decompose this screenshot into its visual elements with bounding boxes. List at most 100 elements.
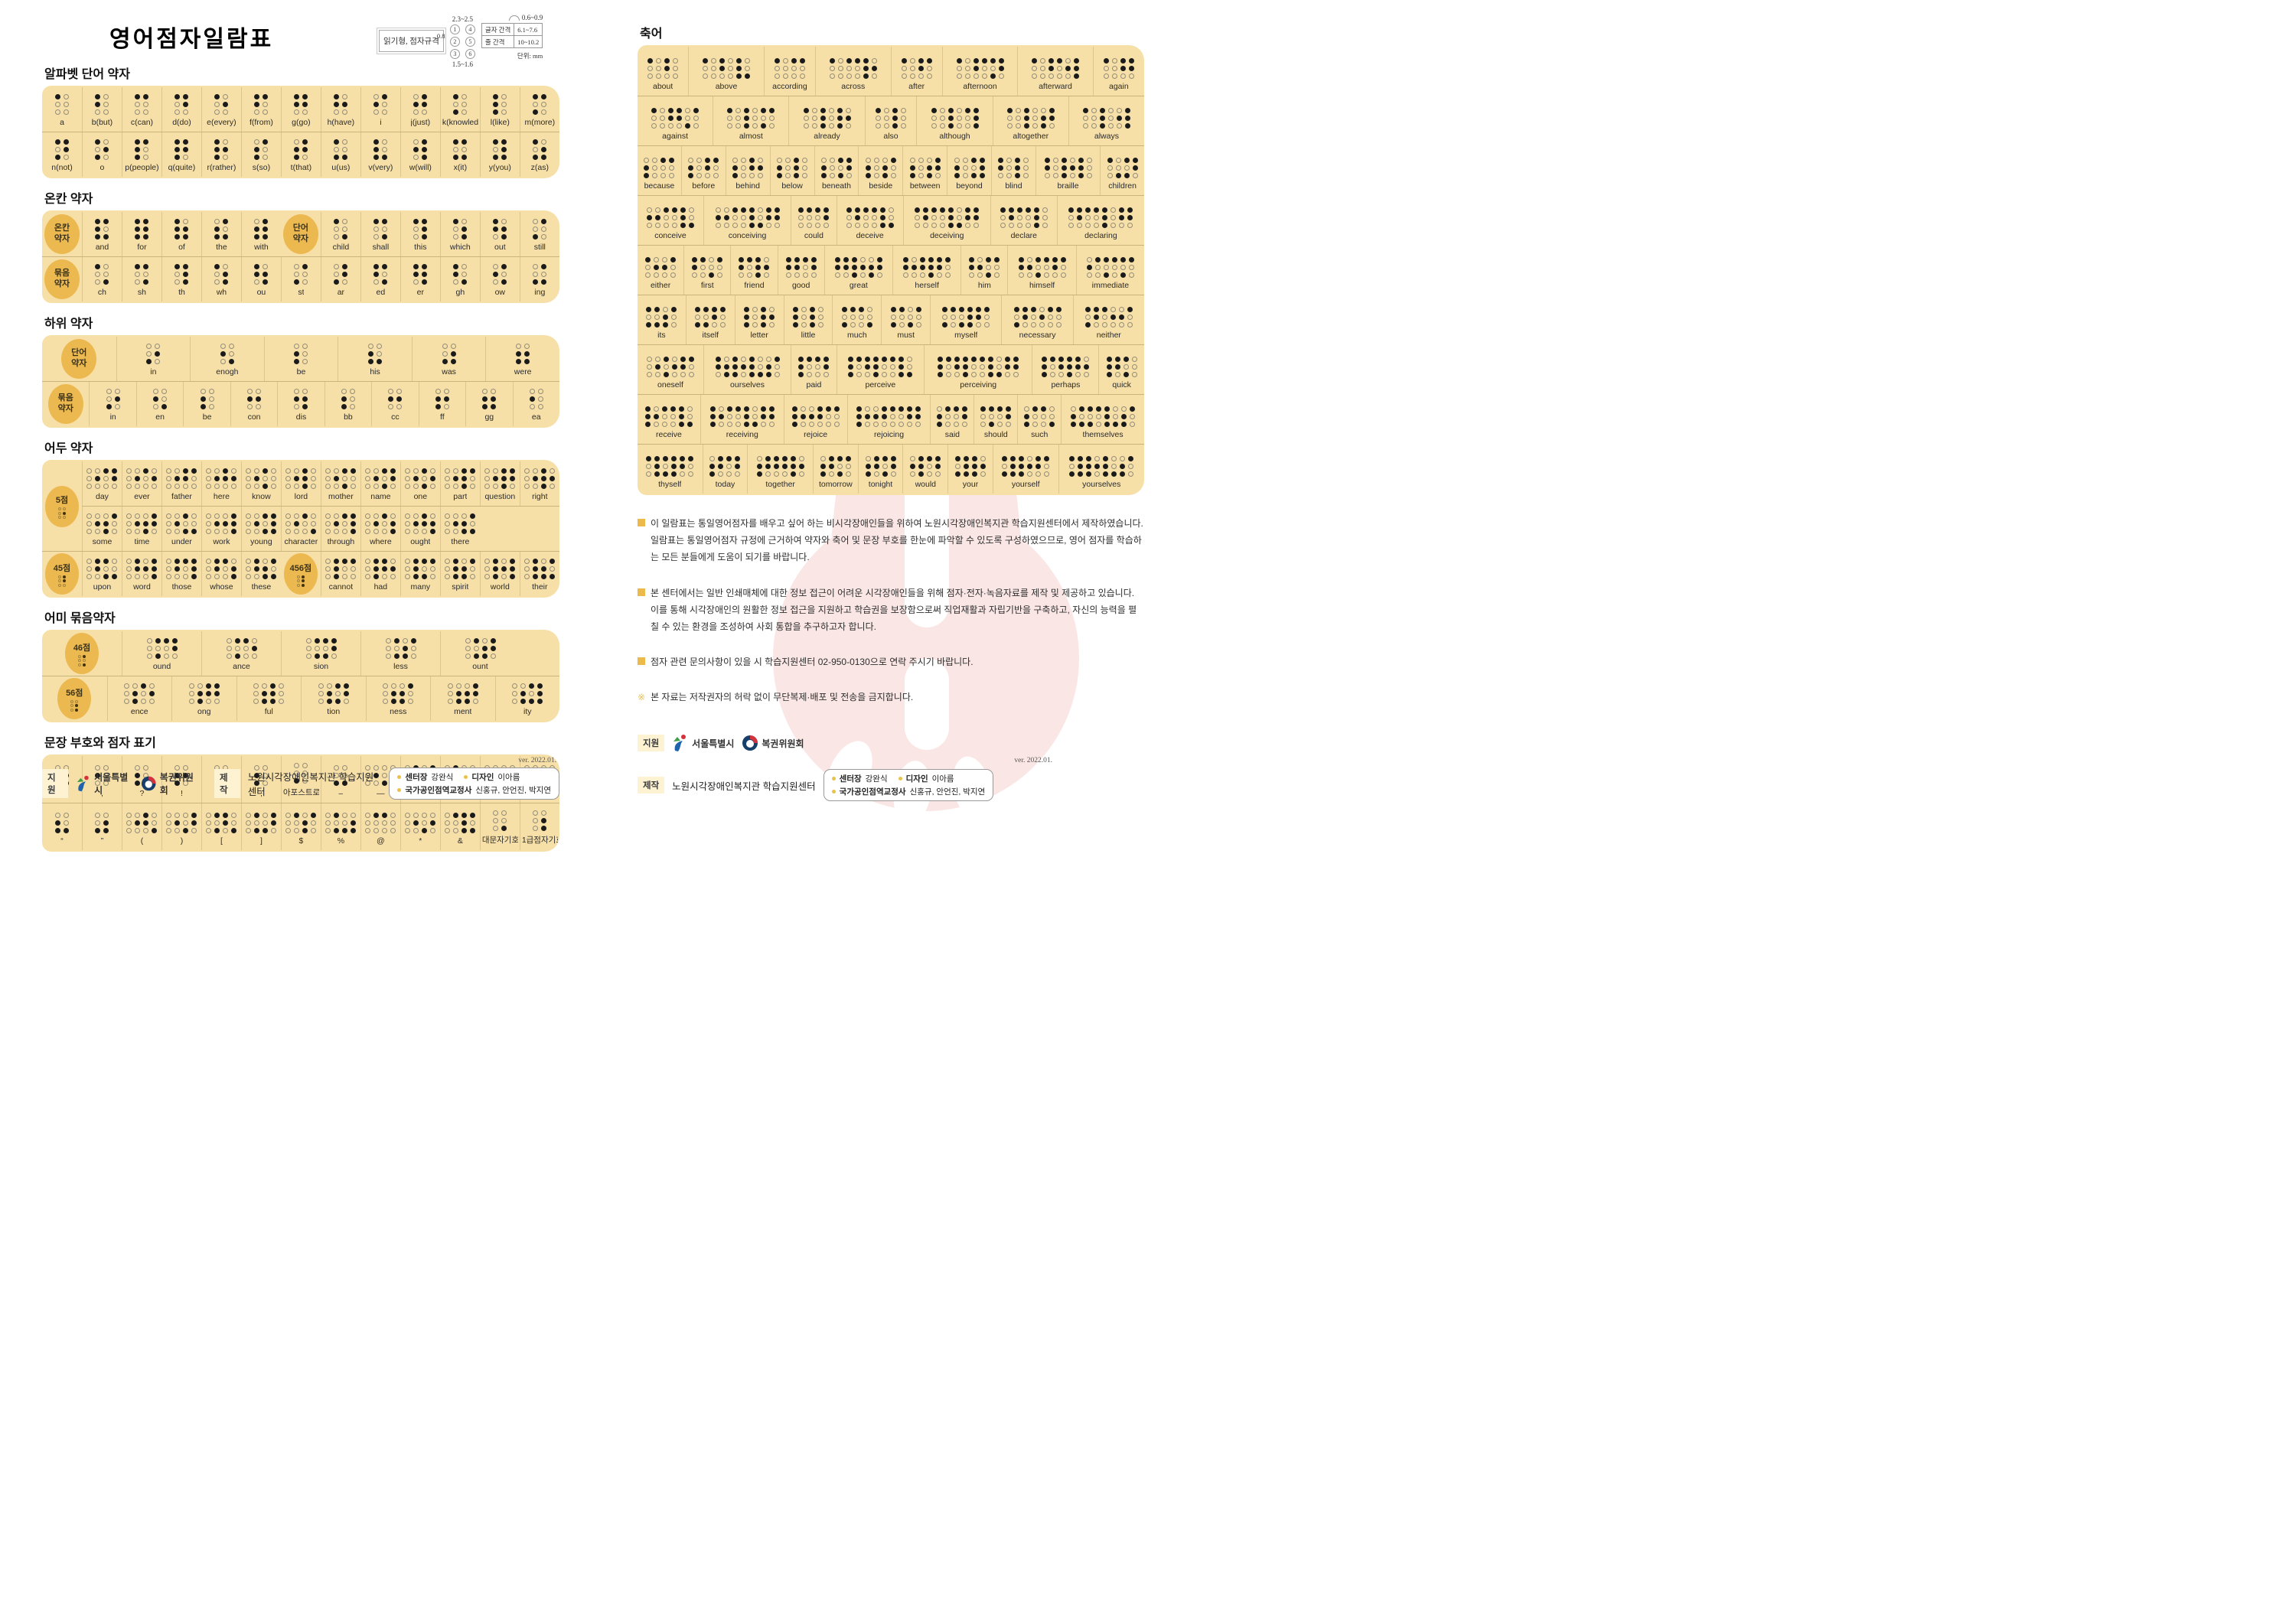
- braille-cell: [533, 139, 547, 160]
- braille-dot: [807, 364, 813, 370]
- entry-label: immediate: [1091, 281, 1130, 290]
- braille-entry: ea: [512, 382, 559, 426]
- braille-entry: afterward: [1017, 47, 1092, 96]
- braille-dot: [226, 646, 232, 651]
- braille-entry: o: [81, 132, 122, 177]
- braille-dot: [382, 234, 388, 240]
- braille-dot: [1058, 357, 1065, 362]
- braille-cell: [294, 264, 308, 285]
- section-group: “”()[]$%@*&대문자기호1급점자기호: [42, 803, 559, 850]
- braille-dot: [1049, 422, 1055, 427]
- braille-cells: [516, 344, 530, 364]
- braille-dot: [1107, 158, 1113, 163]
- braille-dot: [253, 683, 259, 689]
- entry-label: one: [413, 492, 428, 501]
- braille-dot: [1127, 215, 1133, 220]
- braille-dot: [794, 173, 800, 178]
- braille-dot: [302, 529, 308, 534]
- braille-dot: [931, 215, 938, 220]
- braille-cells: [744, 307, 775, 328]
- entry-label: conceive: [654, 231, 687, 240]
- braille-dot: [382, 820, 388, 826]
- braille-dot: [1086, 165, 1092, 171]
- braille-dot: [214, 683, 220, 689]
- braille-dot: [405, 813, 411, 818]
- braille-cell: [334, 264, 348, 285]
- braille-dot: [1042, 357, 1048, 362]
- braille-dot: [501, 476, 507, 481]
- group-rows: 묶음 약자 in en be con dis bb cc ff gg ea: [42, 382, 559, 426]
- braille-entry: t(that): [280, 132, 321, 177]
- braille-dot: [413, 219, 419, 224]
- braille-cell: [70, 699, 79, 712]
- entry-label: many: [410, 582, 431, 592]
- braille-dot: [846, 66, 852, 71]
- braille-dot: [848, 372, 854, 377]
- braille-entry: still: [519, 212, 559, 256]
- braille-dot: [114, 389, 120, 394]
- braille-dot: [998, 73, 1004, 79]
- braille-cell: [1082, 108, 1097, 129]
- braille-dot: [470, 529, 476, 534]
- braille-cell: [715, 357, 729, 377]
- braille-dot: [365, 781, 371, 786]
- braille-dot: [373, 94, 380, 99]
- braille-cell: [910, 456, 925, 477]
- braille-dot: [453, 219, 459, 224]
- braille-dot: [453, 109, 459, 115]
- braille-dot: [678, 414, 684, 419]
- entry-label: ): [180, 836, 184, 846]
- braille-entry: their: [519, 552, 559, 596]
- braille-dot: [1049, 116, 1055, 121]
- braille-entry: deceive: [836, 196, 903, 245]
- braille-dot: [533, 810, 539, 816]
- braille-dot: [390, 820, 396, 826]
- entry-label: en: [155, 412, 165, 422]
- support-chip: 지원: [42, 769, 68, 798]
- braille-cell: [461, 813, 476, 833]
- braille-dot: [989, 422, 995, 427]
- braille-entry: herself: [892, 246, 960, 295]
- braille-dot: [794, 165, 800, 171]
- braille-dot: [205, 683, 211, 689]
- braille-dot: [231, 828, 237, 833]
- braille-dot: [1002, 456, 1008, 461]
- braille-dot: [647, 73, 654, 79]
- braille-dot: [382, 227, 388, 232]
- braille-dot: [1099, 116, 1105, 121]
- braille-dot: [533, 272, 539, 277]
- braille-dot: [807, 223, 813, 228]
- braille-cell: [214, 219, 229, 240]
- braille-dot: [646, 314, 652, 320]
- braille-dot: [254, 529, 260, 534]
- braille-dot: [980, 357, 986, 362]
- braille-dot: [254, 574, 260, 579]
- braille-dot: [1006, 173, 1013, 178]
- braille-dot: [918, 158, 924, 163]
- braille-dot: [791, 66, 797, 71]
- braille-dot: [166, 521, 172, 526]
- braille-entry: here: [201, 461, 241, 506]
- braille-dot: [453, 102, 459, 107]
- braille-dot: [95, 234, 101, 240]
- braille-dot: [443, 396, 449, 402]
- entry-label: rejoice: [804, 430, 828, 439]
- braille-dot: [1114, 364, 1120, 370]
- entry-label: %: [337, 836, 345, 846]
- braille-cell: [986, 257, 1000, 278]
- braille-dot: [206, 820, 212, 826]
- section-group: 56점 ence ong ful tion ness ment ity: [42, 676, 559, 721]
- braille-entry: st: [280, 257, 321, 301]
- credit-role: 국가공인점역교정사: [405, 786, 472, 795]
- braille-dot: [890, 158, 896, 163]
- braille-cell: [205, 683, 220, 704]
- braille-dot: [748, 364, 755, 370]
- braille-dot: [820, 165, 827, 171]
- dome-icon: [508, 15, 520, 21]
- braille-dot: [758, 173, 764, 178]
- braille-dot: [1088, 406, 1094, 412]
- braille-cell: [732, 207, 746, 228]
- badge-slot: 묶음 약자: [42, 257, 82, 301]
- badge-slot: 온칸 약자: [42, 212, 82, 256]
- braille-cell: [254, 219, 269, 240]
